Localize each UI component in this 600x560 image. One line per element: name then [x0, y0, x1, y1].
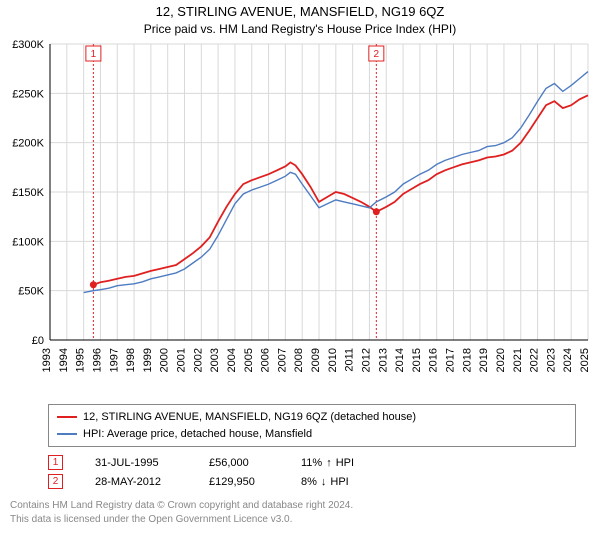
x-tick-label: 2024 [562, 348, 574, 372]
marker-dot [90, 281, 97, 288]
legend-swatch [57, 433, 77, 435]
arrow-down-icon: ↓ [321, 476, 327, 488]
footer-line2: This data is licensed under the Open Gov… [10, 513, 590, 527]
marker-row: 2 28-MAY-2012 £129,950 8% ↓HPI [48, 474, 576, 489]
marker-badge: 2 [48, 474, 63, 489]
marker-delta-label: HPI [336, 457, 354, 469]
chart-container: 12, STIRLING AVENUE, MANSFIELD, NG19 6QZ… [0, 0, 600, 560]
x-tick-label: 2019 [478, 348, 490, 372]
legend-label: HPI: Average price, detached house, Mans… [83, 426, 312, 443]
x-tick-label: 2009 [310, 348, 322, 372]
legend-swatch [57, 416, 77, 418]
chart-subtitle: Price paid vs. HM Land Registry's House … [0, 22, 600, 36]
marker-price: £56,000 [209, 457, 269, 469]
y-tick-label: £50K [18, 286, 44, 298]
x-tick-label: 2014 [394, 348, 406, 372]
x-tick-label: 2023 [545, 348, 557, 372]
x-tick-label: 1993 [41, 348, 53, 372]
x-tick-label: 2010 [327, 348, 339, 372]
y-tick-label: £300K [12, 39, 44, 51]
x-tick-label: 2013 [377, 348, 389, 372]
x-tick-label: 2011 [344, 348, 356, 372]
x-tick-label: 2021 [512, 348, 524, 372]
x-tick-label: 1997 [108, 348, 120, 372]
legend: 12, STIRLING AVENUE, MANSFIELD, NG19 6QZ… [48, 404, 576, 447]
x-tick-label: 1996 [91, 348, 103, 372]
x-tick-label: 2022 [529, 348, 541, 372]
y-tick-label: £0 [32, 335, 44, 347]
marker-price: £129,950 [209, 476, 269, 488]
legend-label: 12, STIRLING AVENUE, MANSFIELD, NG19 6QZ… [83, 409, 416, 426]
marker-delta: 8% ↓HPI [301, 476, 349, 488]
marker-badge-num: 1 [91, 49, 97, 60]
titles: 12, STIRLING AVENUE, MANSFIELD, NG19 6QZ… [0, 0, 600, 38]
footer-line1: Contains HM Land Registry data © Crown c… [10, 499, 590, 513]
y-tick-label: £150K [12, 187, 44, 199]
chart-title: 12, STIRLING AVENUE, MANSFIELD, NG19 6QZ [0, 4, 600, 19]
marker-delta-pct: 8% [301, 476, 317, 488]
x-tick-label: 2016 [428, 348, 440, 372]
x-tick-label: 2006 [260, 348, 272, 372]
x-tick-label: 2000 [159, 348, 171, 372]
marker-table: 1 31-JUL-1995 £56,000 11% ↑ HPI 2 28-MAY-2012 £1… [48, 455, 576, 493]
x-tick-label: 2017 [445, 348, 457, 372]
x-tick-label: 1995 [75, 348, 87, 372]
chart-area: £0 £50K £100K £150K £200K £250K £300K 1993 1994 1… [0, 38, 600, 398]
footer: Contains HM Land Registry data © Crown c… [10, 499, 590, 526]
y-tick-label: £250K [12, 88, 44, 100]
x-tick-label: 1998 [125, 348, 137, 372]
marker-badge: 1 [48, 455, 63, 470]
marker-delta-label: HPI [330, 476, 348, 488]
x-tick-label: 2004 [226, 348, 238, 372]
x-tick-label: 2015 [411, 348, 423, 372]
x-tick-label: 2008 [293, 348, 305, 372]
y-tick-label: £100K [12, 236, 44, 248]
x-tick-label: 2007 [276, 348, 288, 372]
marker-delta: 11% ↑ HPI [301, 457, 354, 469]
x-tick-label: 2002 [192, 348, 204, 372]
legend-row: HPI: Average price, detached house, Mans… [57, 426, 567, 443]
x-tick-label: 2003 [209, 348, 221, 372]
x-tick-label: 2025 [579, 348, 591, 372]
marker-row: 1 31-JUL-1995 £56,000 11% ↑ HPI [48, 455, 576, 470]
marker-dot [373, 208, 380, 215]
marker-delta-pct: 11% [301, 457, 322, 469]
x-tick-label: 2005 [243, 348, 255, 372]
x-tick-label: 2018 [461, 348, 473, 372]
x-tick-label: 1999 [142, 348, 154, 372]
x-tick-label: 1994 [58, 348, 70, 372]
legend-row: 12, STIRLING AVENUE, MANSFIELD, NG19 6QZ… [57, 409, 567, 426]
marker-date: 28-MAY-2012 [95, 476, 177, 488]
x-tick-label: 2020 [495, 348, 507, 372]
line-chart: £0 £50K £100K £150K £200K £250K £300K 1993 1994 1… [0, 38, 600, 398]
x-tick-label: 2012 [360, 348, 372, 372]
y-tick-label: £200K [12, 138, 44, 150]
marker-badge-num: 2 [374, 49, 380, 60]
arrow-up-icon: ↑ [326, 457, 332, 469]
x-tick-label: 2001 [176, 348, 188, 372]
marker-date: 31-JUL-1995 [95, 457, 177, 469]
